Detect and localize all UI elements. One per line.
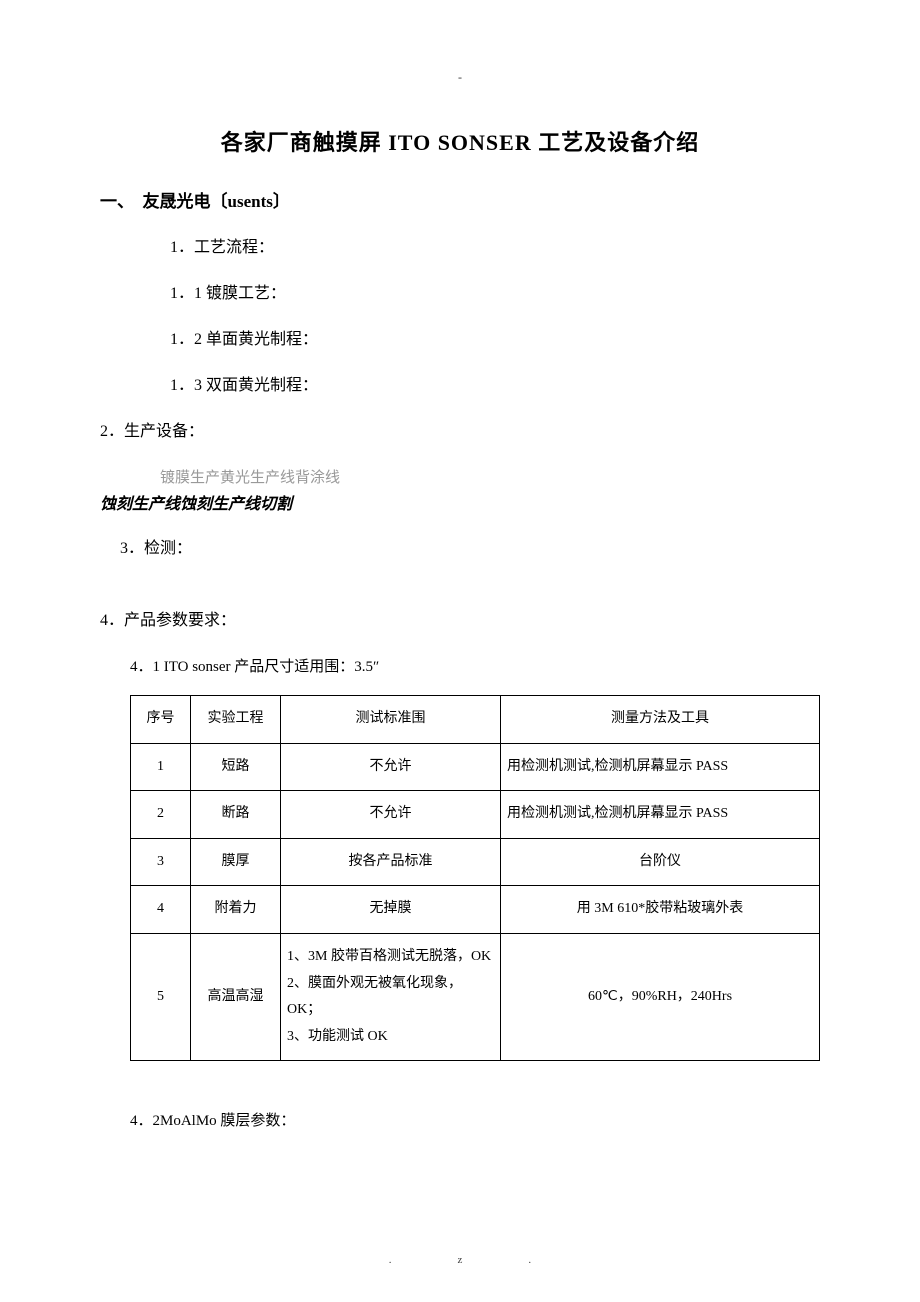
cell-item: 膜厚: [191, 838, 281, 886]
section-4-heading: 4．产品参数要求：: [100, 609, 820, 633]
table-row: 3 膜厚 按各产品标准 台阶仪: [131, 838, 820, 886]
section-4-2-caption: 4．2MoAlMo 膜层参数：: [100, 1109, 820, 1133]
section-4-1-caption: 4．1 ITO sonser 产品尺寸适用围：3.5″: [100, 655, 820, 679]
cell-seq: 2: [131, 791, 191, 839]
table-row: 2 断路 不允许 用检测机测试,检测机屏幕显示 PASS: [131, 791, 820, 839]
cell-method: 用检测机测试,检测机屏幕显示 PASS: [501, 743, 820, 791]
section-3-heading: 3．检测：: [100, 537, 820, 561]
cell-item: 附着力: [191, 886, 281, 934]
th-seq: 序号: [131, 696, 191, 744]
table-row: 4 附着力 无掉膜 用 3M 610*胶带粘玻璃外表: [131, 886, 820, 934]
footer-left: .: [389, 1254, 458, 1266]
cell-seq: 1: [131, 743, 191, 791]
spec-table: 序号 实验工程 测试标准围 测量方法及工具 1 短路 不允许 用检测机测试,检测…: [130, 695, 820, 1061]
cell-item: 短路: [191, 743, 281, 791]
cell-method: 60℃，90%RH，240Hrs: [501, 933, 820, 1060]
section-1-heading: 一、 友晟光电〔usents〕: [100, 187, 820, 212]
cell-std: 不允许: [281, 791, 501, 839]
cell-std: 不允许: [281, 743, 501, 791]
cell-seq: 5: [131, 933, 191, 1060]
cell-seq: 4: [131, 886, 191, 934]
cell-std: 1、3M 胶带百格测试无脱落，OK2、膜面外观无被氧化现象，OK；3、功能测试 …: [281, 933, 501, 1060]
line-process-flow: 1．工艺流程：: [100, 236, 820, 260]
page-title: 各家厂商触摸屏 ITO SONSER 工艺及设备介绍: [100, 125, 820, 157]
footer-right: z.: [458, 1254, 598, 1266]
line-double-side: 1．3 双面黄光制程：: [100, 374, 820, 398]
cell-method: 用 3M 610*胶带粘玻璃外表: [501, 886, 820, 934]
line-coating-process: 1．1 镀膜工艺：: [100, 282, 820, 306]
th-method: 测量方法及工具: [501, 696, 820, 744]
table-header-row: 序号 实验工程 测试标准围 测量方法及工具: [131, 696, 820, 744]
cell-std: 按各产品标准: [281, 838, 501, 886]
cell-method: 台阶仪: [501, 838, 820, 886]
th-std: 测试标准围: [281, 696, 501, 744]
line-single-side: 1．2 单面黄光制程：: [100, 328, 820, 352]
header-mark: -: [100, 70, 820, 85]
section-2-heading: 2．生产设备：: [100, 420, 820, 444]
equipment-gray-line: 镀膜生产黄光生产线背涂线: [100, 466, 820, 487]
cell-item: 断路: [191, 791, 281, 839]
cell-item: 高温高湿: [191, 933, 281, 1060]
table-row: 5 高温高湿 1、3M 胶带百格测试无脱落，OK2、膜面外观无被氧化现象，OK；…: [131, 933, 820, 1060]
page-footer: .z.: [0, 1254, 920, 1266]
equipment-bold-line: 蚀刻生产线蚀刻生产线切割: [100, 493, 820, 517]
table-row: 1 短路 不允许 用检测机测试,检测机屏幕显示 PASS: [131, 743, 820, 791]
cell-method: 用检测机测试,检测机屏幕显示 PASS: [501, 791, 820, 839]
cell-seq: 3: [131, 838, 191, 886]
cell-std: 无掉膜: [281, 886, 501, 934]
th-item: 实验工程: [191, 696, 281, 744]
